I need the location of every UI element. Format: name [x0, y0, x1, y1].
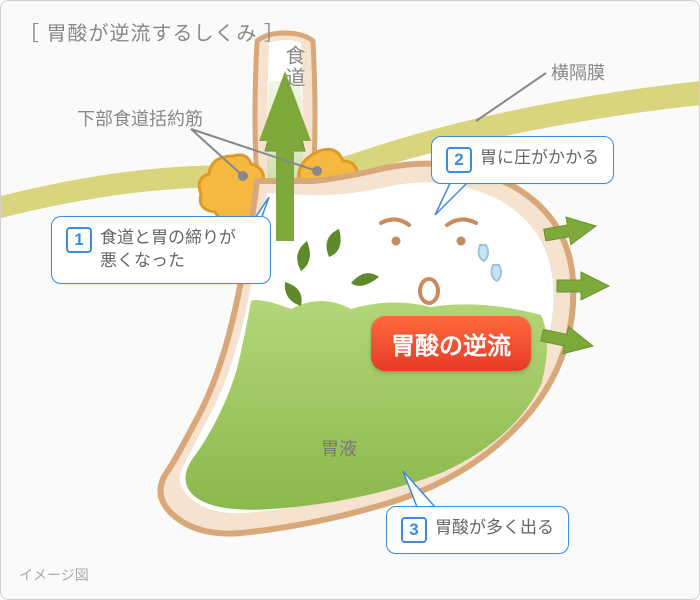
callout-1: 1 食道と胃の締りが 悪くなった: [51, 216, 271, 284]
footer-caption: イメージ図: [19, 565, 89, 585]
gastric-juice-label: 胃液: [321, 435, 357, 461]
callout-3-text: 胃酸が多く出る: [435, 517, 554, 540]
callout-3: 3 胃酸が多く出る: [386, 506, 569, 554]
callout-2-text: 胃に圧がかかる: [480, 147, 599, 170]
diagram-canvas: ［ 胃酸が逆流するしくみ ］ 食道 横隔膜 下部食道括約筋 胃液 1 食道と胃の…: [0, 0, 700, 600]
sphincter-label: 下部食道括約筋: [77, 105, 203, 131]
callout-1-number: 1: [66, 227, 92, 253]
reflux-badge: 胃酸の逆流: [371, 316, 531, 371]
esophagus-label: 食道: [279, 45, 308, 89]
diaphragm-label: 横隔膜: [551, 59, 605, 85]
callout-3-number: 3: [401, 517, 427, 543]
callout-1-text: 食道と胃の締りが 悪くなった: [100, 227, 236, 273]
anatomy-svg: [1, 1, 700, 600]
callout-2: 2 胃に圧がかかる: [431, 136, 614, 184]
callout-2-number: 2: [446, 147, 472, 173]
diagram-title: ［ 胃酸が逆流するしくみ ］: [19, 17, 285, 46]
